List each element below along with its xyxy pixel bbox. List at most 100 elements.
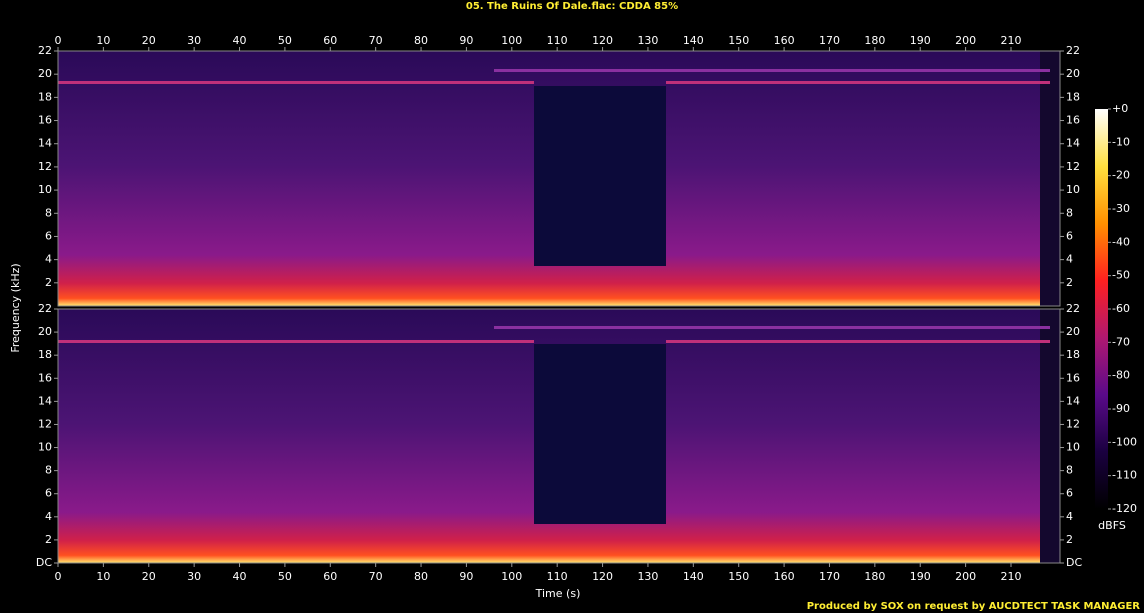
x-tick-label: 190 bbox=[910, 34, 931, 47]
x-tick-label: 180 bbox=[864, 34, 885, 47]
x-tick-label: 130 bbox=[637, 34, 658, 47]
x-tick-label: 30 bbox=[187, 34, 201, 47]
x-tick-label: 130 bbox=[637, 570, 658, 583]
spectrogram-image bbox=[58, 51, 1060, 563]
colorbar-tick-label: +0 bbox=[1112, 102, 1128, 115]
colorbar-tick-label: -120 bbox=[1112, 502, 1137, 515]
y-tick-label: 12 bbox=[1066, 160, 1080, 173]
y-tick-label: 14 bbox=[38, 394, 52, 407]
x-tick-label: 90 bbox=[459, 34, 473, 47]
colorbar-tick-label: -80 bbox=[1112, 369, 1130, 382]
chart-title: 05. The Ruins Of Dale.flac: CDDA 85% bbox=[466, 1, 678, 12]
x-tick-label: 80 bbox=[414, 34, 428, 47]
y-tick-label: 22 bbox=[38, 44, 52, 57]
y-tick-label: 16 bbox=[38, 371, 52, 384]
x-tick-label: 10 bbox=[96, 570, 110, 583]
y-tick-label: 12 bbox=[1066, 417, 1080, 430]
y-tick-label: 20 bbox=[1066, 325, 1080, 338]
x-tick-label: 120 bbox=[592, 34, 613, 47]
colorbar-tick-label: -70 bbox=[1112, 335, 1130, 348]
y-tick-label: 6 bbox=[1066, 487, 1073, 500]
y-tick-label: 22 bbox=[1066, 302, 1080, 315]
y-tick-label: 4 bbox=[45, 510, 52, 523]
x-tick-label: 120 bbox=[592, 570, 613, 583]
x-tick-label: 30 bbox=[187, 570, 201, 583]
x-tick-label: 40 bbox=[233, 34, 247, 47]
x-tick-label: 150 bbox=[728, 570, 749, 583]
y-tick-label: DC bbox=[36, 556, 52, 569]
colorbar-tick-label: -100 bbox=[1112, 435, 1137, 448]
x-tick-label: 160 bbox=[774, 34, 795, 47]
x-tick-label: 110 bbox=[547, 570, 568, 583]
x-tick-label: 100 bbox=[501, 34, 522, 47]
y-tick-label: 18 bbox=[38, 90, 52, 103]
colorbar-tick-label: -90 bbox=[1112, 402, 1130, 415]
colorbar-tick-label: -10 bbox=[1112, 135, 1130, 148]
plot-frame bbox=[57, 308, 1061, 564]
footer: Produced by SOX on request by AUCDTECT T… bbox=[807, 601, 1141, 612]
x-axis-label: Time (s) bbox=[535, 587, 581, 600]
x-tick-label: 190 bbox=[910, 570, 931, 583]
y-tick-label: 8 bbox=[1066, 464, 1073, 477]
x-tick-label: 180 bbox=[864, 570, 885, 583]
x-tick-label: 50 bbox=[278, 34, 292, 47]
x-tick-label: 200 bbox=[955, 570, 976, 583]
y-tick-label: 14 bbox=[38, 137, 52, 150]
y-tick-label: 6 bbox=[45, 487, 52, 500]
x-tick-label: 10 bbox=[96, 34, 110, 47]
y-tick-label: 12 bbox=[38, 160, 52, 173]
x-tick-label: 0 bbox=[55, 34, 62, 47]
colorbar-tick-label: -110 bbox=[1112, 469, 1137, 482]
x-tick-label: 70 bbox=[369, 570, 383, 583]
x-tick-label: 70 bbox=[369, 34, 383, 47]
y-tick-label: 2 bbox=[1066, 276, 1073, 289]
x-tick-label: 20 bbox=[142, 34, 156, 47]
y-tick-label: 16 bbox=[1066, 114, 1080, 127]
colorbar-tick-label: -20 bbox=[1112, 169, 1130, 182]
x-tick-label: 40 bbox=[233, 570, 247, 583]
colorbar-tick-label: -60 bbox=[1112, 302, 1130, 315]
y-tick-label: 20 bbox=[38, 325, 52, 338]
y-tick-label: 10 bbox=[1066, 441, 1080, 454]
y-tick-label: 14 bbox=[1066, 137, 1080, 150]
y-tick-label: 6 bbox=[45, 229, 52, 242]
y-tick-label: 16 bbox=[38, 114, 52, 127]
x-tick-label: 140 bbox=[683, 34, 704, 47]
x-tick-label: 60 bbox=[323, 34, 337, 47]
y-tick-label: 8 bbox=[1066, 206, 1073, 219]
y-tick-label: 10 bbox=[38, 441, 52, 454]
x-tick-label: 140 bbox=[683, 570, 704, 583]
x-tick-label: 210 bbox=[1000, 570, 1021, 583]
x-tick-label: 210 bbox=[1000, 34, 1021, 47]
x-tick-label: 60 bbox=[323, 570, 337, 583]
x-tick-label: 170 bbox=[819, 34, 840, 47]
y-tick-label: 10 bbox=[1066, 183, 1080, 196]
x-tick-label: 160 bbox=[774, 570, 795, 583]
y-tick-label: 20 bbox=[38, 67, 52, 80]
y-axis-label: Frequency (kHz) bbox=[9, 263, 22, 352]
colorbar-tick-label: -40 bbox=[1112, 235, 1130, 248]
x-tick-label: 200 bbox=[955, 34, 976, 47]
y-tick-label: 22 bbox=[38, 302, 52, 315]
y-tick-label: 2 bbox=[45, 533, 52, 546]
y-tick-label: 6 bbox=[1066, 229, 1073, 242]
y-tick-label: 12 bbox=[38, 417, 52, 430]
x-tick-label: 20 bbox=[142, 570, 156, 583]
y-tick-label: DC bbox=[1066, 556, 1082, 569]
colorbar-tick-label: -50 bbox=[1112, 269, 1130, 282]
x-tick-label: 100 bbox=[501, 570, 522, 583]
y-tick-label: 4 bbox=[45, 253, 52, 266]
x-tick-label: 80 bbox=[414, 570, 428, 583]
y-tick-label: 4 bbox=[1066, 253, 1073, 266]
y-tick-label: 2 bbox=[45, 276, 52, 289]
colorbar bbox=[1095, 109, 1108, 509]
y-tick-label: 18 bbox=[1066, 90, 1080, 103]
x-tick-label: 170 bbox=[819, 570, 840, 583]
x-tick-label: 90 bbox=[459, 570, 473, 583]
y-tick-label: 8 bbox=[45, 464, 52, 477]
y-tick-label: 18 bbox=[1066, 348, 1080, 361]
y-tick-label: 14 bbox=[1066, 394, 1080, 407]
y-tick-label: 18 bbox=[38, 348, 52, 361]
y-tick-label: 2 bbox=[1066, 533, 1073, 546]
